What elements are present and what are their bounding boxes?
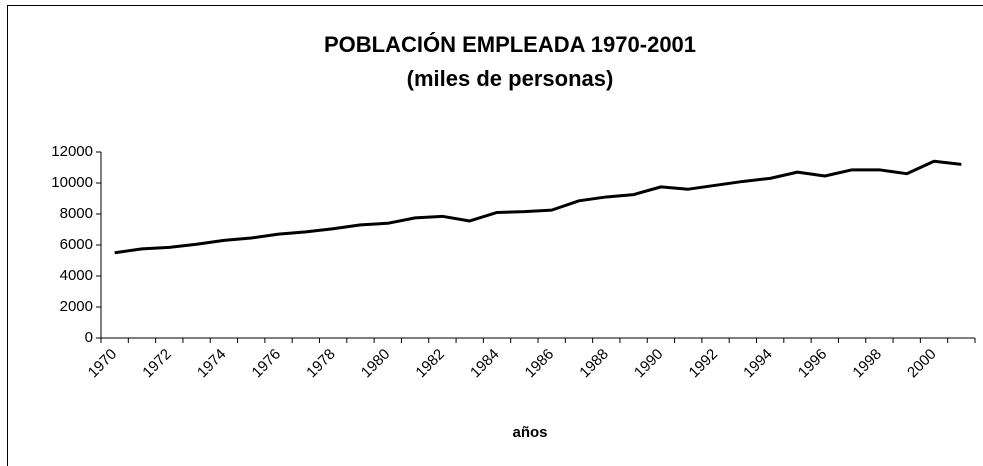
chart-title: POBLACIÓN EMPLEADA 1970-2001 xyxy=(324,32,696,57)
y-tick-label: 10000 xyxy=(51,174,93,191)
y-tick-label: 4000 xyxy=(60,267,93,284)
data-line xyxy=(114,159,962,255)
x-axis-label: años xyxy=(512,424,547,441)
y-tick-label: 6000 xyxy=(60,236,93,253)
y-tick-label: 12000 xyxy=(51,143,93,160)
y-tick-label: 8000 xyxy=(60,205,93,222)
y-tick-label: 0 xyxy=(85,329,93,346)
y-tick-label: 2000 xyxy=(60,298,93,315)
chart-frame xyxy=(7,5,983,466)
chart-subtitle: (miles de personas) xyxy=(407,66,614,91)
